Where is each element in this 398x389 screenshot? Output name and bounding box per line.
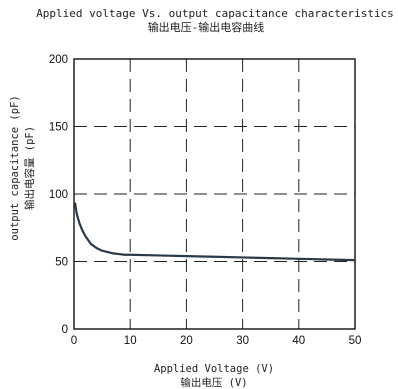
x-tick-label: 20 bbox=[180, 335, 193, 347]
y-tick-label: 150 bbox=[49, 122, 68, 134]
series bbox=[74, 202, 357, 262]
y-tick-label: 50 bbox=[55, 257, 68, 269]
tick-labels: 0 10 20 30 40 50 0 50 100 150 200 bbox=[49, 54, 362, 347]
x-axis-label-cn: 输出电压 (V) bbox=[180, 376, 247, 389]
series-line bbox=[74, 202, 357, 262]
y-tick-label: 200 bbox=[49, 54, 68, 66]
grid bbox=[74, 59, 355, 329]
y-tick-label: 100 bbox=[49, 189, 68, 201]
plot-frame bbox=[73, 58, 356, 330]
x-tick-label: 40 bbox=[292, 335, 305, 347]
x-tick-label: 30 bbox=[236, 335, 249, 347]
y-axis-label-cn: 输出电容量 (pF) bbox=[23, 126, 36, 210]
x-axis-label: Applied Voltage (V) bbox=[154, 363, 274, 375]
chart-title: Applied voltage Vs. output capacitance c… bbox=[36, 7, 394, 20]
y-tick-label: 0 bbox=[62, 324, 68, 336]
x-tick-label: 0 bbox=[71, 335, 77, 347]
y-axis-label: output capacitance (pF) bbox=[9, 95, 21, 240]
x-tick-label: 50 bbox=[349, 335, 362, 347]
chart-subtitle: 输出电压-输出电容曲线 bbox=[148, 20, 265, 34]
x-tick-label: 10 bbox=[124, 335, 137, 347]
